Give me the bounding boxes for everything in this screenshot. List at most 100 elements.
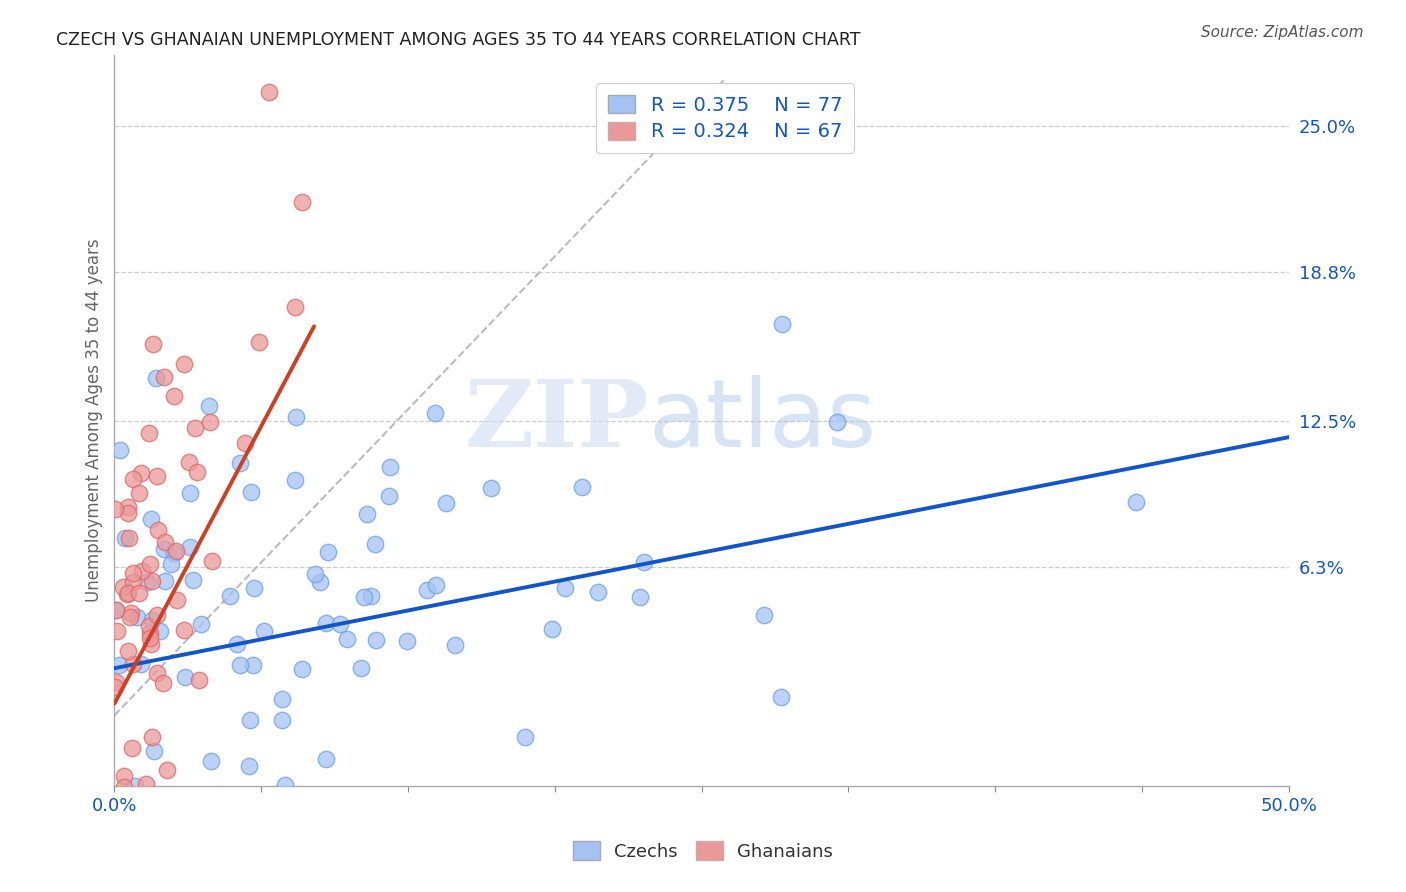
Point — [105, 624, 128, 638]
Point — [166, 593, 188, 607]
Point — [395, 634, 418, 648]
Point — [378, 489, 401, 503]
Point — [120, 610, 142, 624]
Point — [112, 769, 135, 783]
Point — [316, 545, 339, 559]
Point — [117, 506, 139, 520]
Point — [513, 730, 536, 744]
Point — [416, 583, 439, 598]
Point — [125, 609, 148, 624]
Point — [270, 713, 292, 727]
Point — [336, 632, 359, 646]
Point — [138, 425, 160, 440]
Point — [145, 371, 167, 385]
Point — [117, 644, 139, 658]
Point — [229, 456, 252, 470]
Point — [122, 657, 145, 672]
Point — [163, 389, 186, 403]
Point — [364, 632, 387, 647]
Point — [187, 673, 209, 687]
Point — [353, 591, 375, 605]
Point — [112, 780, 135, 794]
Point — [752, 607, 775, 622]
Point — [152, 542, 174, 557]
Point — [105, 675, 128, 690]
Point — [135, 777, 157, 791]
Point — [179, 486, 201, 500]
Y-axis label: Unemployment Among Ages 35 to 44 years: Unemployment Among Ages 35 to 44 years — [86, 239, 103, 602]
Point — [770, 317, 793, 331]
Point — [350, 661, 373, 675]
Point — [121, 740, 143, 755]
Point — [181, 573, 204, 587]
Point — [108, 657, 131, 672]
Point — [120, 796, 142, 810]
Point — [226, 637, 249, 651]
Point — [291, 195, 314, 210]
Point — [243, 581, 266, 595]
Point — [129, 466, 152, 480]
Point — [238, 714, 260, 728]
Point — [291, 662, 314, 676]
Text: ZIP: ZIP — [464, 376, 648, 466]
Point — [425, 406, 447, 420]
Point — [825, 415, 848, 429]
Point — [201, 554, 224, 568]
Point — [148, 523, 170, 537]
Point — [541, 622, 564, 636]
Point — [586, 585, 609, 599]
Point — [219, 590, 242, 604]
Point — [122, 471, 145, 485]
Point — [360, 589, 382, 603]
Point — [122, 575, 145, 590]
Point — [271, 691, 294, 706]
Point — [114, 531, 136, 545]
Point — [444, 638, 467, 652]
Point — [238, 759, 260, 773]
Point — [165, 544, 187, 558]
Point — [134, 880, 156, 892]
Point — [425, 578, 447, 592]
Point — [356, 507, 378, 521]
Point — [118, 531, 141, 545]
Point — [149, 624, 172, 638]
Point — [129, 657, 152, 671]
Point — [104, 603, 127, 617]
Point — [479, 481, 502, 495]
Point — [249, 334, 271, 349]
Point — [138, 619, 160, 633]
Point — [179, 540, 201, 554]
Point — [315, 615, 337, 630]
Point — [769, 690, 792, 705]
Point — [120, 606, 142, 620]
Point — [304, 566, 326, 581]
Point — [117, 500, 139, 514]
Point — [135, 575, 157, 590]
Point — [173, 357, 195, 371]
Legend: Czechs, Ghanaians: Czechs, Ghanaians — [564, 832, 842, 870]
Point — [186, 465, 208, 479]
Point — [146, 608, 169, 623]
Point — [284, 410, 307, 425]
Point — [104, 502, 127, 516]
Point — [139, 631, 162, 645]
Point — [229, 657, 252, 672]
Point — [1125, 494, 1147, 508]
Point — [259, 86, 281, 100]
Point — [121, 566, 143, 580]
Point — [153, 534, 176, 549]
Point — [233, 436, 256, 450]
Point — [554, 581, 576, 595]
Point — [149, 877, 172, 891]
Point — [139, 511, 162, 525]
Text: atlas: atlas — [648, 375, 877, 467]
Point — [139, 626, 162, 640]
Point — [190, 616, 212, 631]
Point — [571, 480, 593, 494]
Point — [242, 657, 264, 672]
Point — [177, 455, 200, 469]
Point — [117, 587, 139, 601]
Point — [128, 486, 150, 500]
Point — [142, 337, 165, 351]
Point — [153, 369, 176, 384]
